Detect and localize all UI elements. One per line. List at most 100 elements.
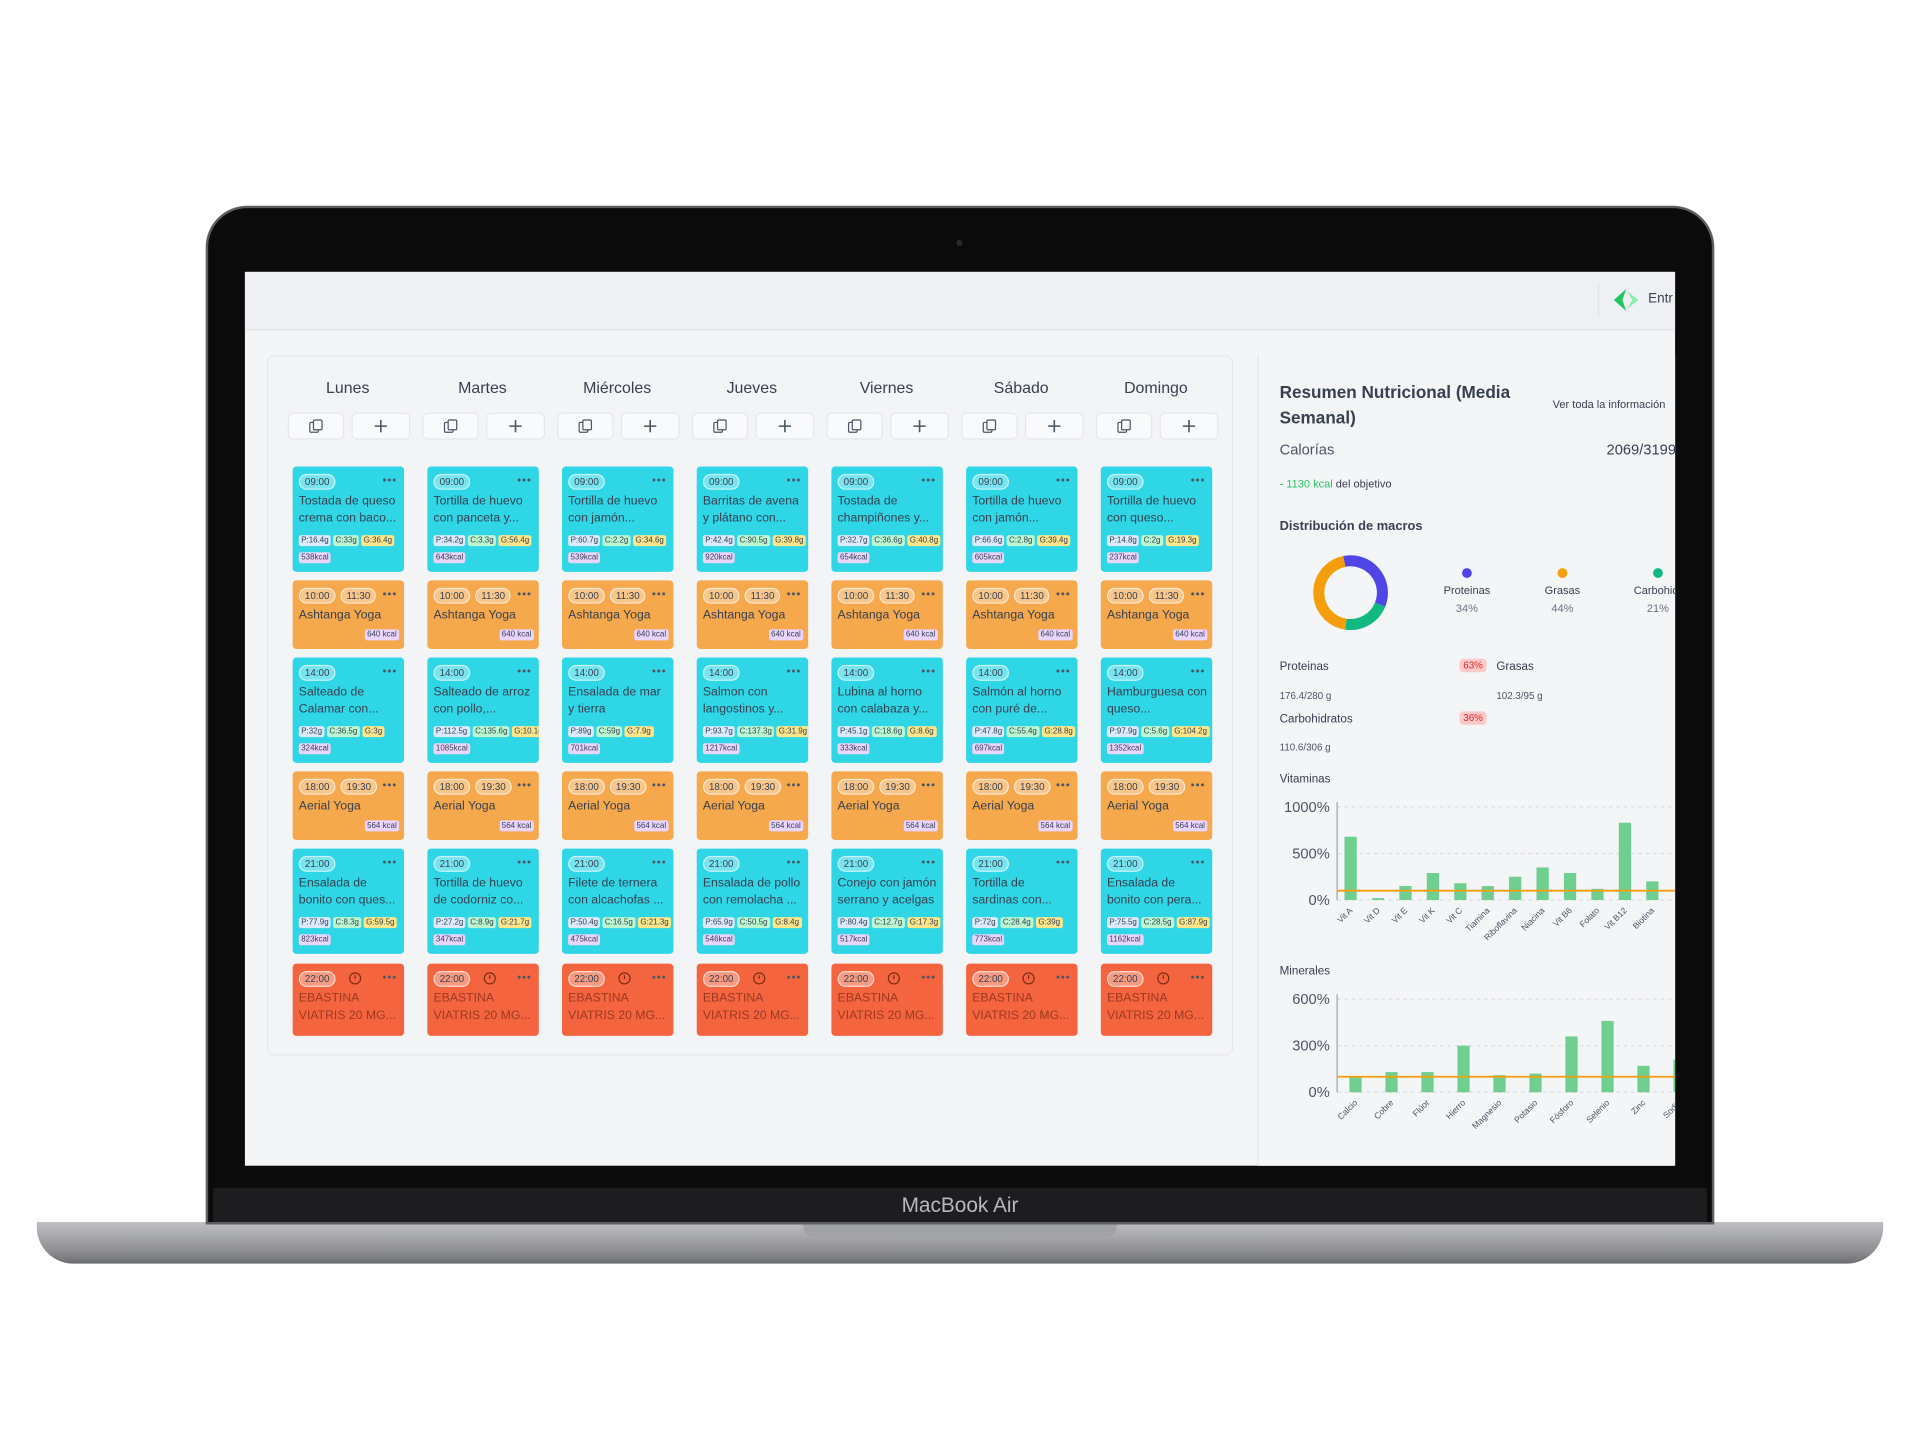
copy-button[interactable] bbox=[826, 412, 883, 440]
icon[interactable] bbox=[1190, 970, 1205, 985]
icon[interactable] bbox=[651, 855, 666, 870]
med-card[interactable]: 22:00 EBASTINA VIATRIS 20 MG... bbox=[292, 963, 405, 1036]
med-card[interactable]: 22:00 EBASTINA VIATRIS 20 MG... bbox=[966, 963, 1078, 1036]
icon[interactable] bbox=[517, 664, 532, 679]
icon[interactable] bbox=[921, 970, 936, 985]
activity-card[interactable]: 10:00 11:30 Ashtanga Yoga 640 kcal bbox=[831, 580, 943, 649]
icon[interactable] bbox=[651, 587, 666, 602]
icon[interactable] bbox=[921, 473, 936, 488]
icon[interactable] bbox=[382, 778, 397, 793]
copy-button[interactable] bbox=[557, 412, 614, 440]
meal-card[interactable]: 14:00 Salmon con langostinos y... P:93.7g C… bbox=[696, 657, 809, 763]
icon[interactable] bbox=[786, 587, 801, 602]
icon[interactable] bbox=[786, 778, 801, 793]
add-button[interactable] bbox=[351, 412, 411, 440]
icon[interactable] bbox=[651, 664, 666, 679]
icon[interactable] bbox=[517, 778, 532, 793]
icon[interactable] bbox=[786, 970, 801, 985]
icon[interactable] bbox=[651, 778, 666, 793]
activity-card[interactable]: 10:00 11:30 Ashtanga Yoga 640 kcal bbox=[696, 580, 809, 649]
icon[interactable] bbox=[517, 473, 532, 488]
meal-card[interactable]: 21:00 Ensalada de bonito con ques... P:77.… bbox=[292, 848, 405, 954]
icon[interactable] bbox=[382, 587, 397, 602]
icon[interactable] bbox=[1190, 778, 1205, 793]
activity-card[interactable]: 18:00 19:30 Aerial Yoga 564 kcal bbox=[1100, 771, 1213, 840]
icon[interactable] bbox=[651, 970, 666, 985]
med-card[interactable]: 22:00 EBASTINA VIATRIS 20 MG... bbox=[562, 963, 674, 1036]
icon[interactable] bbox=[1190, 664, 1205, 679]
header-button[interactable]: Entr bbox=[1597, 284, 1675, 316]
icon[interactable] bbox=[1190, 587, 1205, 602]
meal-card[interactable]: 09:00 Tostada de queso crema con baco... P… bbox=[292, 466, 405, 572]
icon[interactable] bbox=[382, 664, 397, 679]
icon[interactable] bbox=[1056, 473, 1071, 488]
icon[interactable] bbox=[1056, 855, 1071, 870]
icon[interactable] bbox=[1056, 587, 1071, 602]
activity-card[interactable]: 10:00 11:30 Ashtanga Yoga 640 kcal bbox=[1100, 580, 1213, 649]
activity-card[interactable]: 10:00 11:30 Ashtanga Yoga 640 kcal bbox=[562, 580, 674, 649]
meal-card[interactable]: 21:00 Ensalada de bonito con pera... P:75.… bbox=[1100, 848, 1213, 954]
copy-button[interactable] bbox=[961, 412, 1018, 440]
add-button[interactable] bbox=[755, 412, 815, 440]
meal-card[interactable]: 21:00 Tortilla de huevo de codorniz co...… bbox=[427, 848, 539, 954]
add-button[interactable] bbox=[1024, 412, 1084, 440]
copy-button[interactable] bbox=[287, 412, 345, 440]
activity-card[interactable]: 18:00 19:30 Aerial Yoga 564 kcal bbox=[696, 771, 809, 840]
activity-card[interactable]: 18:00 19:30 Aerial Yoga 564 kcal bbox=[562, 771, 674, 840]
meal-card[interactable]: 14:00 Lubina al horno con calabaza y... P:… bbox=[831, 657, 943, 763]
meal-card[interactable]: 09:00 Tortilla de huevo con jamón... P:66.… bbox=[966, 466, 1078, 572]
meal-card[interactable]: 14:00 Salteado de arroz con pollo,... P:11… bbox=[427, 657, 539, 763]
med-card[interactable]: 22:00 EBASTINA VIATRIS 20 MG... bbox=[1100, 963, 1213, 1036]
icon[interactable] bbox=[921, 664, 936, 679]
icon[interactable] bbox=[517, 587, 532, 602]
icon[interactable] bbox=[921, 587, 936, 602]
activity-card[interactable]: 18:00 19:30 Aerial Yoga 564 kcal bbox=[966, 771, 1078, 840]
meal-card[interactable]: 09:00 Barritas de avena y plátano con... P… bbox=[696, 466, 809, 572]
icon[interactable] bbox=[517, 970, 532, 985]
icon[interactable] bbox=[1056, 664, 1071, 679]
icon[interactable] bbox=[517, 855, 532, 870]
icon[interactable] bbox=[921, 855, 936, 870]
icon[interactable] bbox=[1190, 473, 1205, 488]
med-card[interactable]: 22:00 EBASTINA VIATRIS 20 MG... bbox=[427, 963, 539, 1036]
add-button[interactable] bbox=[890, 412, 949, 440]
med-card[interactable]: 22:00 EBASTINA VIATRIS 20 MG... bbox=[831, 963, 943, 1036]
meal-card[interactable]: 21:00 Tortilla de sardinas con... P:72g C:2… bbox=[966, 848, 1078, 954]
activity-card[interactable]: 18:00 19:30 Aerial Yoga 564 kcal bbox=[427, 771, 539, 840]
meal-card[interactable]: 14:00 Hamburguesa con queso... P:97.9g C:5.… bbox=[1100, 657, 1213, 763]
meal-card[interactable]: 09:00 Tortilla de huevo con panceta y... P… bbox=[427, 466, 539, 572]
icon[interactable] bbox=[786, 473, 801, 488]
icon[interactable] bbox=[382, 855, 397, 870]
meal-card[interactable]: 09:00 Tortilla de huevo con jamón... P:60.… bbox=[562, 466, 674, 572]
add-button[interactable] bbox=[486, 412, 545, 440]
copy-button[interactable] bbox=[1095, 412, 1153, 440]
icon[interactable] bbox=[921, 778, 936, 793]
activity-card[interactable]: 18:00 19:30 Aerial Yoga 564 kcal bbox=[292, 771, 405, 840]
copy-button[interactable] bbox=[422, 412, 479, 440]
add-button[interactable] bbox=[620, 412, 680, 440]
meal-card[interactable]: 21:00 Ensalada de pollo con remolacha ...… bbox=[696, 848, 809, 954]
meal-card[interactable]: 09:00 Tostada de champiñones y... P:32.7g C… bbox=[831, 466, 943, 572]
activity-card[interactable]: 10:00 11:30 Ashtanga Yoga 640 kcal bbox=[427, 580, 539, 649]
activity-card[interactable]: 10:00 11:30 Ashtanga Yoga 640 kcal bbox=[292, 580, 405, 649]
copy-button[interactable] bbox=[691, 412, 749, 440]
icon[interactable] bbox=[786, 664, 801, 679]
more-link[interactable]: Ver toda la información bbox=[1552, 397, 1666, 411]
icon[interactable] bbox=[1190, 855, 1205, 870]
add-button[interactable] bbox=[1159, 412, 1219, 440]
med-card[interactable]: 22:00 EBASTINA VIATRIS 20 MG... bbox=[696, 963, 809, 1036]
meal-card[interactable]: 14:00 Ensalada de mar y tierra P:89g C:59g G… bbox=[562, 657, 674, 763]
meal-card[interactable]: 14:00 Salteado de Calamar con... P:32g C:36… bbox=[292, 657, 405, 763]
icon[interactable] bbox=[382, 473, 397, 488]
icon[interactable] bbox=[786, 855, 801, 870]
meal-card[interactable]: 14:00 Salmón al horno con puré de... P:47.… bbox=[966, 657, 1078, 763]
activity-card[interactable]: 18:00 19:30 Aerial Yoga 564 kcal bbox=[831, 771, 943, 840]
meal-card[interactable]: 09:00 Tortilla de huevo con queso... P:14.… bbox=[1100, 466, 1213, 572]
activity-card[interactable]: 10:00 11:30 Ashtanga Yoga 640 kcal bbox=[966, 580, 1078, 649]
icon[interactable] bbox=[1056, 970, 1071, 985]
meal-card[interactable]: 21:00 Conejo con jamón serrano y acelgas P… bbox=[831, 848, 943, 954]
icon[interactable] bbox=[651, 473, 666, 488]
meal-card[interactable]: 21:00 Filete de ternera con alcachofas ..… bbox=[562, 848, 674, 954]
icon[interactable] bbox=[382, 970, 397, 985]
icon[interactable] bbox=[1056, 778, 1071, 793]
